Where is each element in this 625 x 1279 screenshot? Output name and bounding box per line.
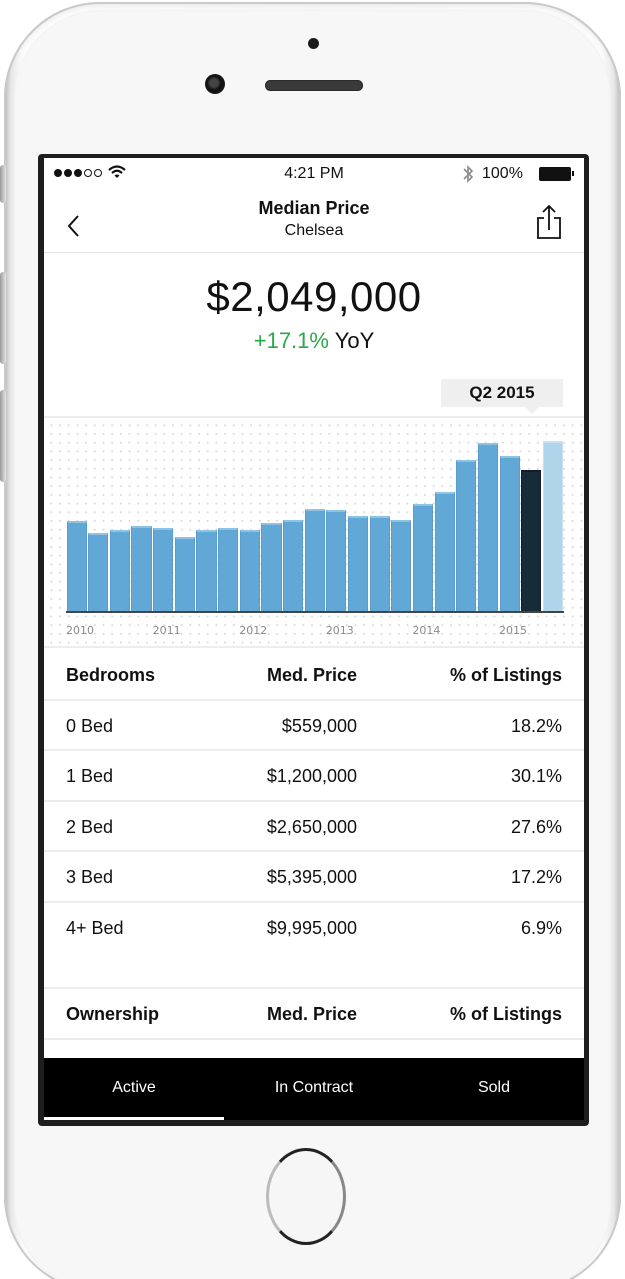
bluetooth-icon: [463, 165, 474, 183]
table-header: Ownership Med. Price % of Listings: [44, 989, 584, 1040]
chart-bar[interactable]: [88, 533, 109, 613]
x-axis-tick-label: 2011: [152, 624, 181, 637]
status-time: 4:21 PM: [284, 165, 344, 182]
chart-baseline: [66, 611, 564, 613]
header-pct-listings: % of Listings: [450, 665, 562, 685]
mute-switch: [0, 165, 6, 203]
row-pct: 17.2%: [510, 867, 562, 887]
median-price-chart[interactable]: 2010 2011 2012 2013 2014 2015: [44, 416, 584, 648]
row-pct: 18.2%: [510, 715, 562, 736]
share-icon[interactable]: [534, 200, 564, 240]
x-axis-tick-label: 2012: [239, 624, 268, 637]
chart-bar[interactable]: [412, 504, 434, 613]
chart-bar[interactable]: [66, 521, 87, 613]
chart-bar[interactable]: [391, 520, 412, 613]
chart-bar[interactable]: [434, 492, 455, 613]
yoy-change: +17.1% YoY: [44, 328, 584, 354]
chart-bar[interactable]: [109, 530, 130, 613]
proximity-sensor: [308, 38, 319, 49]
chart-bar[interactable]: [218, 528, 239, 613]
row-pct: 30.1%: [510, 766, 562, 786]
row-price: $1,200,000: [266, 766, 357, 786]
chart-bar[interactable]: [283, 520, 304, 613]
page-subtitle: Chelsea: [284, 222, 344, 239]
chart-bar[interactable]: [456, 460, 477, 613]
table-row[interactable]: 0 Bed $559,000 18.2%: [44, 701, 584, 751]
chart-bars: [66, 418, 564, 613]
row-pct: 6.9%: [520, 917, 562, 938]
row-price: $2,650,000: [266, 816, 357, 837]
chart-bar[interactable]: [369, 516, 390, 613]
screen: 4:21 PM 100% Median Price Chelsea $2,049…: [44, 158, 584, 1120]
chart-x-axis: 2010 2011 2012 2013 2014 2015: [44, 624, 584, 640]
row-label: 3 Bed: [66, 867, 114, 887]
chart-bar[interactable]: [131, 526, 152, 613]
wifi-icon: [108, 165, 126, 178]
home-button[interactable]: [266, 1148, 346, 1245]
chart-bar[interactable]: [477, 443, 499, 613]
battery-percent: 100%: [482, 165, 523, 182]
header-med-price: Med. Price: [266, 665, 357, 685]
front-camera: [205, 74, 225, 94]
table-header: Bedrooms Med. Price % of Listings: [44, 650, 584, 701]
x-axis-tick-label: 2010: [66, 624, 94, 637]
yoy-label: YoY: [334, 328, 375, 353]
header-pct-listings: % of Listings: [450, 1004, 562, 1024]
chart-bar[interactable]: [521, 470, 542, 613]
row-price: $5,395,000: [266, 867, 357, 887]
table-row[interactable]: 4+ Bed $9,995,000 6.9%: [44, 903, 584, 954]
volume-up-button: [0, 272, 6, 364]
row-label: 4+ Bed: [66, 917, 124, 938]
tab-sold[interactable]: Sold: [477, 1079, 511, 1096]
chart-bar[interactable]: [261, 523, 282, 613]
chart-bar[interactable]: [153, 528, 174, 613]
x-axis-tick-label: 2013: [325, 624, 354, 637]
listing-status-tab-bar: Active In Contract Sold: [44, 1058, 584, 1120]
volume-down-button: [0, 390, 6, 482]
tab-in-contract[interactable]: In Contract: [274, 1079, 354, 1096]
chart-bar[interactable]: [347, 516, 369, 613]
table-row[interactable]: 1 Bed $1,200,000 30.1%: [44, 751, 584, 802]
header-med-price: Med. Price: [266, 1004, 357, 1024]
nav-bar: Median Price Chelsea: [44, 192, 584, 253]
chart-selection-tooltip: Q2 2015: [441, 379, 563, 414]
row-price: $9,995,000: [266, 917, 357, 938]
header-ownership: Ownership: [66, 1004, 160, 1024]
chart-bar[interactable]: [326, 510, 347, 613]
signal-strength-icon: [54, 169, 102, 177]
back-chevron-icon[interactable]: [62, 200, 86, 240]
row-price: $559,000: [281, 715, 357, 736]
row-label: 0 Bed: [66, 715, 114, 736]
chart-bar[interactable]: [174, 537, 195, 613]
chart-bar[interactable]: [196, 530, 217, 613]
chart-bar[interactable]: [304, 509, 325, 613]
chart-bar[interactable]: [239, 530, 260, 613]
page-title: Median Price: [258, 198, 370, 218]
ownership-table: Ownership Med. Price % of Listings: [44, 987, 584, 1040]
row-pct: 27.6%: [510, 816, 562, 837]
header-bedrooms: Bedrooms: [66, 665, 156, 685]
median-price-value: $2,049,000: [206, 273, 422, 320]
tab-active[interactable]: Active: [44, 1058, 224, 1120]
row-label: 1 Bed: [66, 766, 114, 786]
table-row[interactable]: 2 Bed $2,650,000 27.6%: [44, 802, 584, 852]
row-label: 2 Bed: [66, 816, 114, 837]
x-axis-tick-label: 2015: [499, 624, 528, 637]
bedrooms-table: Bedrooms Med. Price % of Listings 0 Bed …: [44, 650, 584, 953]
chart-bar[interactable]: [542, 441, 563, 613]
earpiece-speaker: [265, 80, 363, 91]
table-row[interactable]: 3 Bed $5,395,000 17.2%: [44, 852, 584, 903]
x-axis-tick-label: 2014: [412, 624, 441, 637]
battery-icon: [539, 167, 574, 181]
yoy-change-percent: +17.1%: [253, 328, 329, 353]
status-bar: 4:21 PM 100%: [44, 158, 584, 192]
chart-bar[interactable]: [499, 456, 520, 613]
